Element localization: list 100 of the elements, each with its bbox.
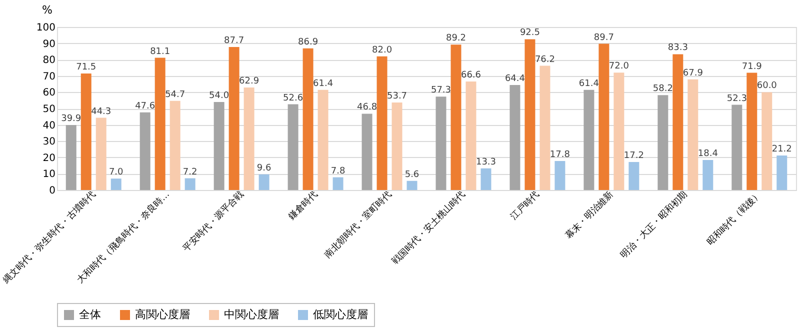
bar <box>318 90 328 190</box>
data-label: 71.5 <box>76 62 96 72</box>
data-label: 89.7 <box>594 32 614 43</box>
data-label: 64.4 <box>504 74 526 84</box>
y-axis-title: % <box>42 4 52 16</box>
data-label: 82.0 <box>372 45 392 56</box>
bar <box>746 72 758 190</box>
data-label: 17.2 <box>624 150 644 161</box>
bar <box>228 47 240 190</box>
legend-label: 低関心度層 <box>313 308 368 321</box>
y-tick-label: 30 <box>42 136 56 148</box>
bar <box>762 92 772 190</box>
x-tick-label: 鎌倉時代 <box>286 188 320 222</box>
y-tick-label: 50 <box>42 104 56 115</box>
data-label: 53.7 <box>386 91 408 102</box>
data-label: 5.6 <box>404 170 420 180</box>
data-label: 61.4 <box>578 78 600 89</box>
bar <box>702 160 714 190</box>
y-tick-label: 90 <box>42 38 56 50</box>
bar <box>244 87 254 190</box>
bar <box>672 54 684 190</box>
bar <box>66 124 76 190</box>
bar <box>598 44 610 190</box>
data-label: 60.0 <box>756 81 778 92</box>
bar <box>524 39 536 190</box>
legend-label: 高関心度層 <box>135 308 190 321</box>
x-tick-label: 昭和時代（戦後） <box>704 188 764 248</box>
data-label: 62.9 <box>239 76 260 86</box>
data-label: 81.1 <box>150 46 170 57</box>
data-label: 61.4 <box>313 78 334 89</box>
y-tick-label: 80 <box>42 55 56 66</box>
bar <box>480 168 492 190</box>
bar <box>466 81 476 190</box>
data-label: 87.7 <box>224 36 244 46</box>
y-tick-label: 20 <box>42 152 56 164</box>
data-label: 57.3 <box>430 86 452 96</box>
data-label: 54.7 <box>165 90 186 100</box>
bar <box>392 102 402 190</box>
bar <box>214 102 224 190</box>
bar <box>288 104 298 190</box>
bar <box>80 73 92 190</box>
y-tick-label: 10 <box>42 169 56 180</box>
data-label: 7.2 <box>182 167 198 178</box>
bar <box>614 72 624 190</box>
data-label: 83.3 <box>668 43 688 54</box>
data-label: 92.5 <box>520 28 540 38</box>
bar <box>628 162 640 190</box>
data-label: 76.2 <box>534 54 555 65</box>
data-label: 66.6 <box>460 70 482 80</box>
legend-label: 全体 <box>79 308 101 321</box>
bar <box>554 160 566 190</box>
y-tick-label: 100 <box>36 22 56 34</box>
data-label: 58.2 <box>652 84 673 94</box>
data-label: 86.9 <box>298 37 318 48</box>
bar <box>450 44 462 190</box>
data-label: 52.3 <box>726 94 747 104</box>
bar <box>376 56 388 190</box>
bar <box>436 96 446 190</box>
x-tick-label: 江戸時代 <box>508 188 542 222</box>
data-label: 44.3 <box>91 106 112 117</box>
data-label: 46.8 <box>356 102 378 113</box>
data-label: 18.4 <box>698 149 718 160</box>
bar <box>362 114 372 190</box>
data-label: 7.8 <box>330 166 346 176</box>
bar <box>184 178 196 190</box>
y-tick-label: 40 <box>42 120 56 132</box>
data-label: 7.0 <box>108 168 124 178</box>
data-label: 13.3 <box>476 157 496 168</box>
bar <box>96 118 106 190</box>
bar <box>110 178 122 190</box>
bar <box>510 85 520 190</box>
legend-label: 中関心度層 <box>224 308 279 321</box>
data-label: 17.8 <box>550 150 570 160</box>
y-tick-label: 0 <box>49 186 56 196</box>
data-label: 67.9 <box>682 68 704 78</box>
data-label: 71.9 <box>742 62 762 72</box>
y-tick-label: 60 <box>42 88 56 99</box>
data-label: 52.6 <box>283 93 304 104</box>
bar <box>406 180 418 190</box>
x-tick-label: 明治・大正・昭和初期 <box>618 188 690 260</box>
bar <box>776 155 788 190</box>
x-tick-label: 平安時代・源平合戦 <box>180 188 246 254</box>
bar <box>258 174 270 190</box>
bar <box>140 112 150 190</box>
data-label: 9.6 <box>256 163 272 174</box>
bar <box>154 58 166 190</box>
bar <box>688 79 698 190</box>
data-label: 21.2 <box>772 144 792 154</box>
bar <box>302 48 314 190</box>
bar <box>584 90 594 190</box>
data-label: 39.9 <box>61 114 82 124</box>
y-tick-label: 70 <box>42 71 56 82</box>
bar <box>658 95 668 190</box>
x-tick-label: 幕末・明治維新 <box>563 188 616 242</box>
data-label: 47.6 <box>135 101 156 112</box>
bar <box>332 177 344 190</box>
bar <box>732 104 742 190</box>
data-label: 89.2 <box>446 34 466 44</box>
bar <box>540 66 550 190</box>
bar <box>170 100 180 190</box>
